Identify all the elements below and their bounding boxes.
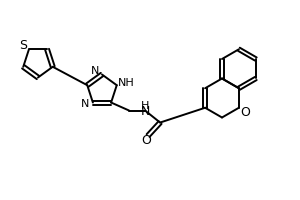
Text: NH: NH	[118, 78, 135, 88]
Text: O: O	[240, 106, 250, 119]
Text: S: S	[19, 39, 27, 52]
Text: H: H	[141, 101, 149, 111]
Text: N: N	[81, 99, 89, 109]
Text: N: N	[140, 105, 150, 118]
Text: O: O	[141, 134, 151, 147]
Text: N: N	[91, 66, 99, 76]
